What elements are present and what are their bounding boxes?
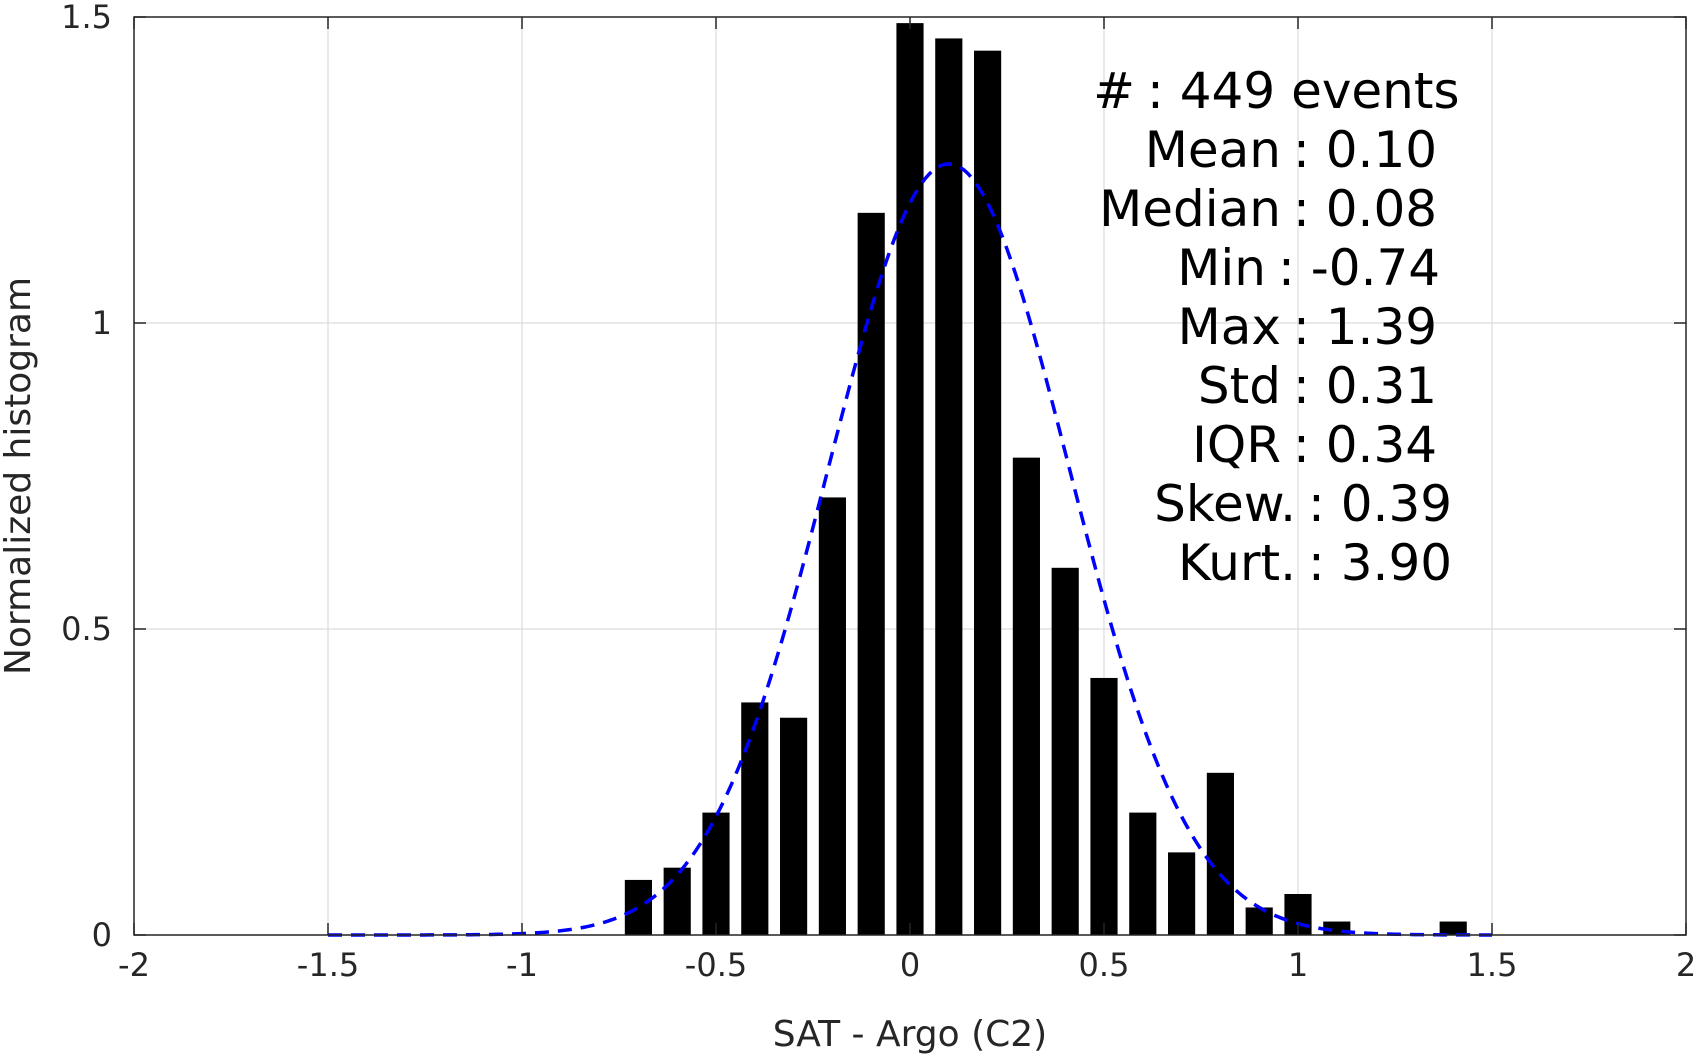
histogram-bar [896,23,924,936]
stats-label: Median [1099,180,1281,238]
stats-value: : 0.31 [1293,357,1437,415]
y-tick-labels: 0 0.5 1 1.5 [61,0,112,954]
stats-value: : 0.39 [1308,475,1452,533]
stats-label: IQR [1192,416,1281,474]
x-tick-label: 0 [900,946,920,984]
stats-label: Max [1178,298,1281,356]
histogram-bar [974,50,1002,936]
stats-label: Std [1198,357,1281,415]
histogram-bar [624,879,652,935]
histogram-bar [1168,852,1196,935]
histogram-bar [741,702,769,935]
x-axis-title: SAT - Argo (C2) [773,1014,1047,1055]
histogram-bar [1245,907,1273,935]
histogram-bar [818,497,846,935]
stats-value: : 3.90 [1308,534,1452,592]
histogram-bar [663,867,691,935]
x-tick-label: 1 [1288,946,1308,984]
histogram-bars [624,23,1467,936]
histogram-bar [1012,457,1040,935]
stats-value: : 0.08 [1293,180,1437,238]
x-tick-label: -1 [506,946,538,984]
histogram-bar [935,38,963,936]
y-tick-label: 0 [92,916,112,954]
stats-label: Kurt. [1178,534,1296,592]
y-axis-title: Normalized histogram [0,277,39,675]
histogram-bar [1090,677,1118,935]
stats-value: : 1.39 [1293,298,1437,356]
x-tick-label: 2 [1676,946,1696,984]
stats-value: : 449 events [1147,62,1460,120]
histogram-bar [857,212,885,936]
x-tick-label: 0.5 [1079,946,1130,984]
x-tick-label: -0.5 [685,946,747,984]
y-tick-label: 1 [92,304,112,342]
axis-ticks [133,16,1687,936]
stats-value: : -0.74 [1278,239,1440,297]
stats-label: # [1093,62,1135,120]
x-tick-label: -1.5 [297,946,359,984]
histogram-bar [780,717,808,935]
stats-value: : 0.34 [1293,416,1437,474]
x-tick-label: 1.5 [1467,946,1518,984]
y-tick-label: 0.5 [61,610,112,648]
x-tick-labels: -2 -1.5 -1 -0.5 0 0.5 1 1.5 2 [118,946,1696,984]
x-tick-label: -2 [118,946,150,984]
stats-value: : 0.10 [1293,121,1437,179]
stats-label: Min [1177,239,1266,297]
histogram-bar [1051,567,1079,935]
histogram-bar [1129,812,1157,935]
stats-label: Mean [1145,121,1281,179]
y-tick-label: 1.5 [61,0,112,36]
histogram-bar [1206,772,1234,935]
stats-label: Skew. [1154,475,1296,533]
histogram-bar [1439,921,1467,935]
